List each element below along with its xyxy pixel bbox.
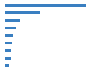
Bar — [5, 11, 40, 14]
Bar — [5, 27, 16, 29]
Bar — [5, 57, 11, 60]
Bar — [5, 19, 20, 22]
Bar — [5, 34, 13, 37]
Bar — [5, 64, 9, 67]
Bar — [5, 42, 12, 44]
Bar — [5, 4, 86, 7]
Bar — [5, 49, 12, 52]
